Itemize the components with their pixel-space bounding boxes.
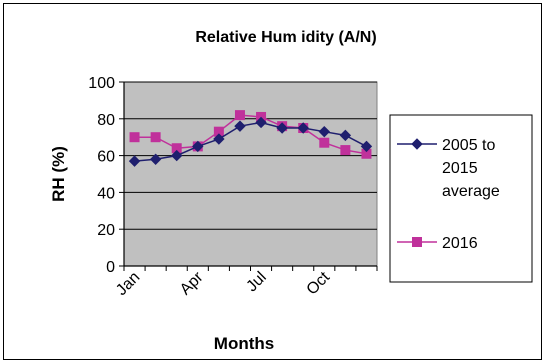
series-0-point-mar — [171, 149, 183, 162]
series-1-point-jan — [129, 132, 140, 143]
x-tick-label-oct: Oct — [303, 268, 333, 298]
legend-label-0-line-2: average — [442, 183, 500, 200]
y-tick-label-0: 0 — [106, 259, 115, 276]
series-0-point-jun — [234, 120, 246, 132]
chart-title: Relative Hum idity (A/N) — [195, 29, 376, 46]
x-axis-title: Months — [214, 334, 274, 353]
y-tick-label-20: 20 — [97, 222, 115, 239]
y-axis-title: RH (%) — [49, 146, 68, 202]
humidity-chart: Relative Hum idity (A/N) RH (%) Months 0… — [49, 29, 533, 353]
series-0-point-sep — [297, 122, 309, 134]
legend-marker-1 — [412, 237, 422, 247]
legend-label-1-line-0: 2016 — [442, 235, 478, 252]
x-tick-label-apr: Apr — [177, 268, 207, 298]
series-0-point-feb — [149, 153, 162, 165]
series-0-point-aug — [276, 122, 288, 134]
chart-frame: Relative Hum idity (A/N) RH (%) Months 0… — [3, 3, 542, 360]
series-1-point-feb — [150, 132, 161, 143]
y-tick-label-80: 80 — [97, 112, 115, 129]
y-tick-label-40: 40 — [97, 185, 115, 202]
legend-label-0-line-1: 2015 — [442, 160, 478, 177]
plot-area: 0 20 40 60 80 100 Jan Apr Jul Oct — [88, 75, 378, 299]
legend-label-0-line-0: 2005 to — [442, 137, 495, 154]
series-0-point-jul — [255, 116, 267, 129]
x-tick-label-jan: Jan — [113, 269, 143, 299]
series-0-point-nov — [339, 129, 352, 142]
plot-background — [123, 81, 378, 267]
series-1-point-nov — [340, 145, 351, 156]
x-tick-label-jul: Jul — [243, 269, 269, 295]
series-0-point-jan — [128, 155, 141, 167]
series-1-point-oct — [319, 137, 330, 148]
y-tick-label-100: 100 — [88, 75, 115, 92]
series-1-point-jun — [234, 110, 245, 121]
series-0-point-dec — [360, 140, 373, 153]
series-0-point-oct — [318, 125, 330, 138]
y-tick-label-60: 60 — [97, 149, 115, 166]
legend-marker-0 — [411, 138, 423, 150]
legend: 2005 to 2015 average 2016 — [389, 114, 533, 283]
series-0-point-apr — [192, 140, 204, 153]
series-0-point-may — [213, 133, 225, 145]
